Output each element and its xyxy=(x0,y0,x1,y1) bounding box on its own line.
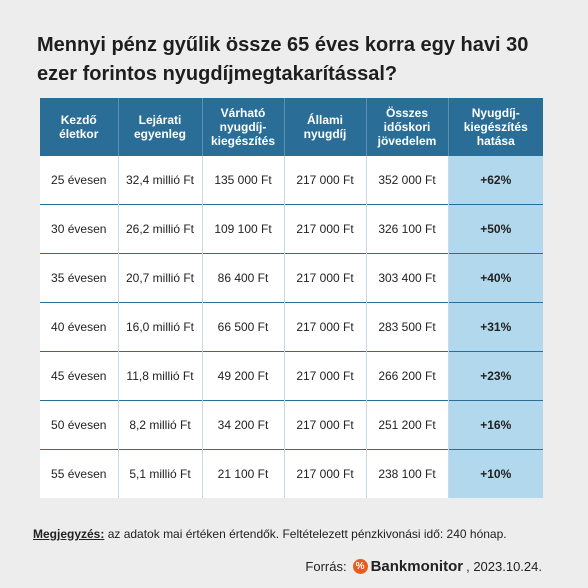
bankmonitor-logo: % Bankmonitor xyxy=(352,558,464,575)
column-header: Lejárati egyenleg xyxy=(118,98,203,156)
table-cell: 217 000 Ft xyxy=(284,253,367,303)
table-row: 45 évesen 11,8 millió Ft 49 200 Ft 217 000 … xyxy=(40,351,543,401)
table-cell: 25 évesen xyxy=(40,156,119,205)
table-cell: 21 100 Ft xyxy=(202,449,285,498)
column-header: Kezdő életkor xyxy=(40,98,119,156)
table-cell: 50 évesen xyxy=(40,400,119,450)
table-cell: 5,1 millió Ft xyxy=(118,449,203,498)
table-cell: 217 000 Ft xyxy=(284,302,367,352)
source-date: , 2023.10.24. xyxy=(466,559,542,574)
table-body: 25 évesen 32,4 millió Ft 135 000 Ft 217 000… xyxy=(40,156,543,498)
table-cell: 352 000 Ft xyxy=(366,156,449,205)
header-row: Kezdő életkor Lejárati egyenleg Várható … xyxy=(40,98,543,156)
table-cell: 217 000 Ft xyxy=(284,156,367,205)
table-cell: 86 400 Ft xyxy=(202,253,285,303)
column-header: Összes időskori jövedelem xyxy=(366,98,449,156)
table-cell: +16% xyxy=(448,400,543,450)
table-cell: 238 100 Ft xyxy=(366,449,449,498)
percent-icon: % xyxy=(352,559,368,574)
table-cell: 49 200 Ft xyxy=(202,351,285,401)
table-cell: 45 évesen xyxy=(40,351,119,401)
logo-text: Bankmonitor xyxy=(370,558,464,575)
table-row: 55 évesen 5,1 millió Ft 21 100 Ft 217 000 F… xyxy=(40,449,543,498)
table-cell: 326 100 Ft xyxy=(366,204,449,254)
table-cell: 217 000 Ft xyxy=(284,204,367,254)
table-cell: 35 évesen xyxy=(40,253,119,303)
table-cell: 32,4 millió Ft xyxy=(118,156,203,205)
table-cell: 55 évesen xyxy=(40,449,119,498)
table-cell: 26,2 millió Ft xyxy=(118,204,203,254)
table-row: 35 évesen 20,7 millió Ft 86 400 Ft 217 000 … xyxy=(40,253,543,303)
table-cell: 40 évesen xyxy=(40,302,119,352)
column-header: Állami nyugdíj xyxy=(284,98,367,156)
footnote: Megjegyzés: az adatok mai értéken értend… xyxy=(33,527,507,541)
source-line: Forrás: % Bankmonitor , 2023.10.24. xyxy=(305,558,542,575)
table-cell: 66 500 Ft xyxy=(202,302,285,352)
table-cell: 11,8 millió Ft xyxy=(118,351,203,401)
table-cell: 16,0 millió Ft xyxy=(118,302,203,352)
table-cell: +40% xyxy=(448,253,543,303)
table-cell: 266 200 Ft xyxy=(366,351,449,401)
table-cell: 283 500 Ft xyxy=(366,302,449,352)
table-row: 30 évesen 26,2 millió Ft 109 100 Ft 217 000… xyxy=(40,204,543,254)
table-row: 40 évesen 16,0 millió Ft 66 500 Ft 217 000 … xyxy=(40,302,543,352)
table-cell: 109 100 Ft xyxy=(202,204,285,254)
table-cell: 34 200 Ft xyxy=(202,400,285,450)
column-header: Várható nyugdíj-kiegészítés xyxy=(202,98,285,156)
footnote-label: Megjegyzés: xyxy=(33,527,105,541)
table-cell: 217 000 Ft xyxy=(284,351,367,401)
table-row: 50 évesen 8,2 millió Ft 34 200 Ft 217 000 F… xyxy=(40,400,543,450)
source-label: Forrás: xyxy=(305,559,347,574)
column-header: Nyugdíj-kiegészítés hatása xyxy=(448,98,543,156)
table-cell: +50% xyxy=(448,204,543,254)
table-cell: 8,2 millió Ft xyxy=(118,400,203,450)
footnote-text: az adatok mai értéken értendők. Feltétel… xyxy=(104,527,507,541)
table-cell: 135 000 Ft xyxy=(202,156,285,205)
table-cell: 251 200 Ft xyxy=(366,400,449,450)
table-cell: 217 000 Ft xyxy=(284,400,367,450)
table-row: 25 évesen 32,4 millió Ft 135 000 Ft 217 000… xyxy=(40,156,543,205)
table-cell: +10% xyxy=(448,449,543,498)
table-cell: 30 évesen xyxy=(40,204,119,254)
data-table: Kezdő életkor Lejárati egyenleg Várható … xyxy=(40,98,543,498)
table-cell: 20,7 millió Ft xyxy=(118,253,203,303)
table-cell: +31% xyxy=(448,302,543,352)
table-cell: +23% xyxy=(448,351,543,401)
table-cell: 303 400 Ft xyxy=(366,253,449,303)
table-cell: 217 000 Ft xyxy=(284,449,367,498)
table-cell: +62% xyxy=(448,156,543,205)
chart-title: Mennyi pénz gyűlik össze 65 éves korra e… xyxy=(37,34,529,85)
